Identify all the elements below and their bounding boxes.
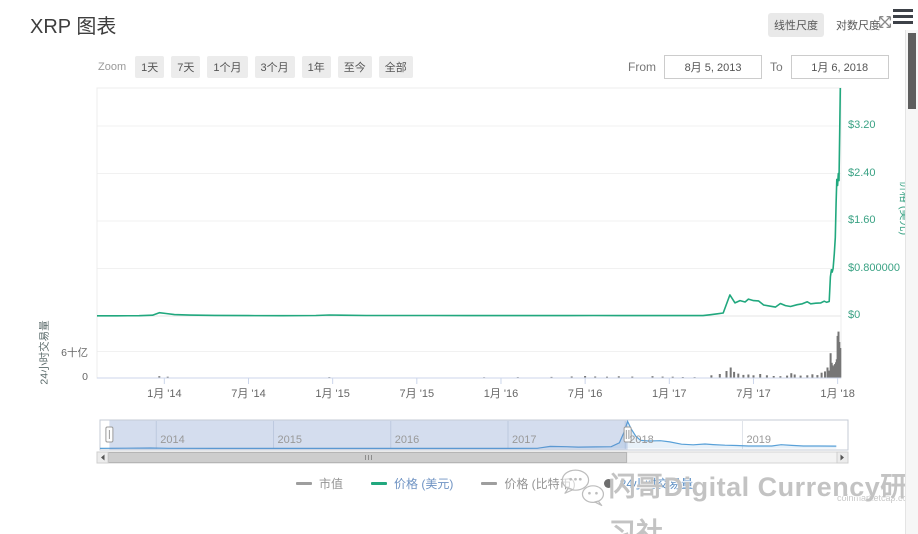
legend-item-price-btc[interactable]: 价格 (比特币) bbox=[481, 475, 576, 492]
line-glyph-icon bbox=[296, 482, 312, 485]
h-scrollbar-grip bbox=[364, 455, 372, 460]
legend-item-price-usd[interactable]: 价格 (美元) bbox=[371, 475, 453, 492]
from-label: From bbox=[628, 60, 656, 74]
h-scroll-right-arrow-glyph bbox=[840, 454, 844, 461]
range-button-7d[interactable]: 7天 bbox=[171, 56, 201, 78]
x-axis-tick-label: 7月 '15 bbox=[399, 388, 435, 400]
x-axis-tick-label: 7月 '14 bbox=[231, 388, 266, 400]
zoom-label: Zoom bbox=[98, 61, 127, 73]
page-scrollbar[interactable] bbox=[905, 30, 918, 534]
price-tick-label: $0.800000 bbox=[848, 261, 900, 274]
range-button-ytd[interactable]: 至今 bbox=[337, 56, 372, 78]
from-date-input[interactable] bbox=[664, 55, 762, 79]
range-button-1m[interactable]: 1个月 bbox=[207, 56, 248, 78]
range-button-3m[interactable]: 3个月 bbox=[254, 56, 295, 78]
navigator-left-handle[interactable] bbox=[105, 426, 114, 443]
line-glyph-icon bbox=[481, 482, 498, 485]
navigator-year-label: 2015 bbox=[277, 434, 302, 446]
navigator-year-label: 2016 bbox=[394, 434, 420, 446]
line-glyph-icon bbox=[371, 482, 388, 485]
navigator-year-label: 2019 bbox=[746, 434, 771, 446]
x-axis-tick-label: 7月 '17 bbox=[736, 388, 771, 400]
page-title: XRP 图表 bbox=[30, 16, 117, 38]
x-axis-tick-label: 1月 '14 bbox=[147, 388, 182, 400]
price-tick-label: $1.60 bbox=[848, 214, 876, 226]
volume-tick-label: 0 bbox=[82, 371, 88, 383]
x-axis-tick-label: 7月 '16 bbox=[567, 388, 603, 400]
range-button-1d[interactable]: 1天 bbox=[135, 56, 165, 78]
price-tick-label: $2.40 bbox=[848, 166, 876, 179]
price-tick-label: $0 bbox=[848, 309, 861, 321]
volume-bars-series bbox=[158, 331, 842, 378]
date-range: From To bbox=[628, 55, 889, 79]
legend-item-24h-volume[interactable]: 24小时交易量 bbox=[603, 475, 693, 492]
volume-tick-label: 6十亿 bbox=[61, 347, 88, 359]
to-label: To bbox=[770, 60, 783, 74]
navigator-year-label: 2018 bbox=[629, 434, 654, 446]
x-axis-tick-label: 1月 '15 bbox=[315, 388, 350, 400]
to-date-input[interactable] bbox=[790, 55, 889, 79]
x-axis-tick-label: 1月 '18 bbox=[820, 388, 855, 400]
page-scrollbar-thumb[interactable] bbox=[908, 33, 916, 109]
price-tick-label: $3.20 bbox=[848, 119, 876, 131]
navigator-right-handle[interactable] bbox=[623, 426, 632, 443]
x-axis-ticks bbox=[163, 378, 839, 384]
navigator-year-label: 2017 bbox=[512, 434, 537, 446]
range-button-1y[interactable]: 1年 bbox=[301, 56, 331, 78]
plot-border bbox=[96, 87, 842, 379]
scale-toggle: 线性尺度 对数尺度 bbox=[768, 13, 886, 37]
price-usd-series bbox=[97, 87, 842, 317]
h-scrollbar-thumb[interactable] bbox=[107, 452, 628, 463]
legend-item-market-cap[interactable]: 市值 bbox=[296, 475, 343, 492]
x-axis-tick-label: 1月 '17 bbox=[652, 388, 687, 400]
coinmarketcap-watermark: coinmarketcap.com bbox=[836, 493, 915, 503]
chart-legend: 市值 价格 (美元) 价格 (比特币) 24小时交易量 bbox=[296, 475, 693, 492]
navigator-selected-mask[interactable] bbox=[109, 420, 628, 450]
navigator-year-label: 2014 bbox=[160, 434, 185, 446]
range-selector: Zoom 1天 7天 1个月 3个月 1年 至今 全部 bbox=[98, 56, 420, 78]
dot-glyph-icon bbox=[603, 479, 613, 488]
gridlines bbox=[97, 125, 841, 352]
log-scale-button[interactable]: 对数尺度 bbox=[836, 20, 880, 32]
volume-axis-title: 24小时交易量 bbox=[38, 320, 51, 385]
h-scroll-left-arrow-glyph bbox=[101, 454, 105, 461]
fullscreen-icon[interactable] bbox=[878, 15, 892, 29]
x-axis-tick-label: 1月 '16 bbox=[483, 388, 519, 400]
linear-scale-button[interactable]: 线性尺度 bbox=[768, 13, 824, 37]
menu-icon[interactable] bbox=[893, 9, 913, 26]
range-button-all[interactable]: 全部 bbox=[378, 56, 413, 78]
navigator-line bbox=[99, 419, 837, 449]
navigator-area bbox=[100, 421, 837, 449]
